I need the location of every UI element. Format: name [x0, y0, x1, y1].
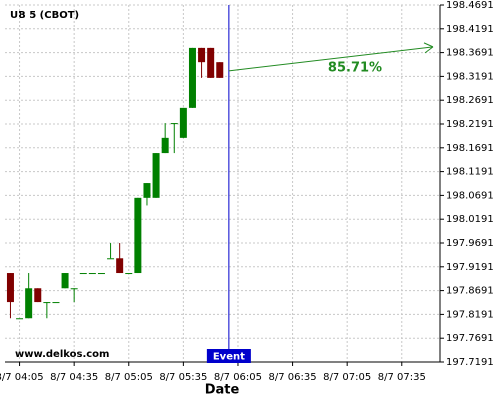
candle-body: [34, 288, 42, 303]
candle-body: [170, 123, 178, 125]
y-tick-label: 197.7691: [446, 333, 494, 344]
candle-body: [125, 273, 133, 275]
x-tick-label: 8/7 06:35: [269, 372, 317, 383]
y-tick-label: 198.2691: [446, 95, 494, 106]
y-tick-label: 198.4691: [446, 0, 494, 11]
y-tick-label: 198.1191: [446, 167, 494, 178]
x-tick-label: 8/7 07:35: [378, 372, 426, 383]
candle-body: [61, 273, 69, 289]
candle-body: [152, 153, 160, 198]
candle-body: [216, 62, 224, 78]
x-tick-label: 8/7 04:05: [0, 372, 44, 383]
candle-body: [79, 273, 87, 275]
x-tick-label: 8/7 05:05: [105, 372, 153, 383]
candle-body: [198, 47, 206, 63]
y-tick-label: 197.9691: [446, 238, 494, 249]
candle-body: [207, 47, 215, 78]
y-tick-label: 198.1691: [446, 143, 494, 154]
event-box: [206, 349, 251, 363]
candle-body: [16, 318, 24, 320]
x-tick-label: 8/7 05:35: [159, 372, 207, 383]
x-axis-label: Date: [205, 383, 240, 398]
candle-body: [107, 258, 115, 260]
candle-body: [161, 137, 169, 154]
candle-body: [6, 273, 14, 303]
event-label: Event: [213, 352, 245, 363]
forecast-arrow: [228, 46, 434, 72]
y-tick-label: 198.3191: [446, 71, 494, 82]
y-tick-label: 197.9191: [446, 262, 494, 273]
y-tick-label: 197.8191: [446, 309, 494, 320]
y-tick-label: 198.0191: [446, 214, 494, 225]
y-tick-label: 198.2191: [446, 119, 494, 130]
x-tick-label: 8/7 07:05: [323, 372, 371, 383]
x-tick-label: 8/7 06:05: [214, 372, 262, 383]
y-tick-label: 197.8691: [446, 286, 494, 297]
y-tick-label: 198.4191: [446, 24, 494, 35]
x-tick-label: 8/7 04:35: [50, 372, 98, 383]
source-label: www.delkos.com: [15, 349, 109, 360]
candle-body: [88, 273, 96, 275]
y-tick-label: 197.7191: [446, 357, 494, 368]
candle-body: [25, 288, 33, 319]
candle-body: [97, 273, 105, 275]
chart-title: UB 5 (CBOT): [10, 10, 79, 21]
candle-body: [179, 107, 187, 138]
candle-body: [116, 258, 124, 274]
candle-body: [134, 197, 142, 274]
y-tick-label: 198.0691: [446, 190, 494, 201]
y-tick-label: 198.3691: [446, 48, 494, 59]
candle-body: [70, 288, 78, 290]
forecast-label: 85.71%: [328, 60, 382, 75]
candle-body: [143, 183, 151, 198]
candle-body: [188, 47, 196, 108]
forecast-arrowhead: [423, 42, 434, 54]
candle-body: [52, 302, 60, 304]
candle-body: [43, 302, 51, 304]
